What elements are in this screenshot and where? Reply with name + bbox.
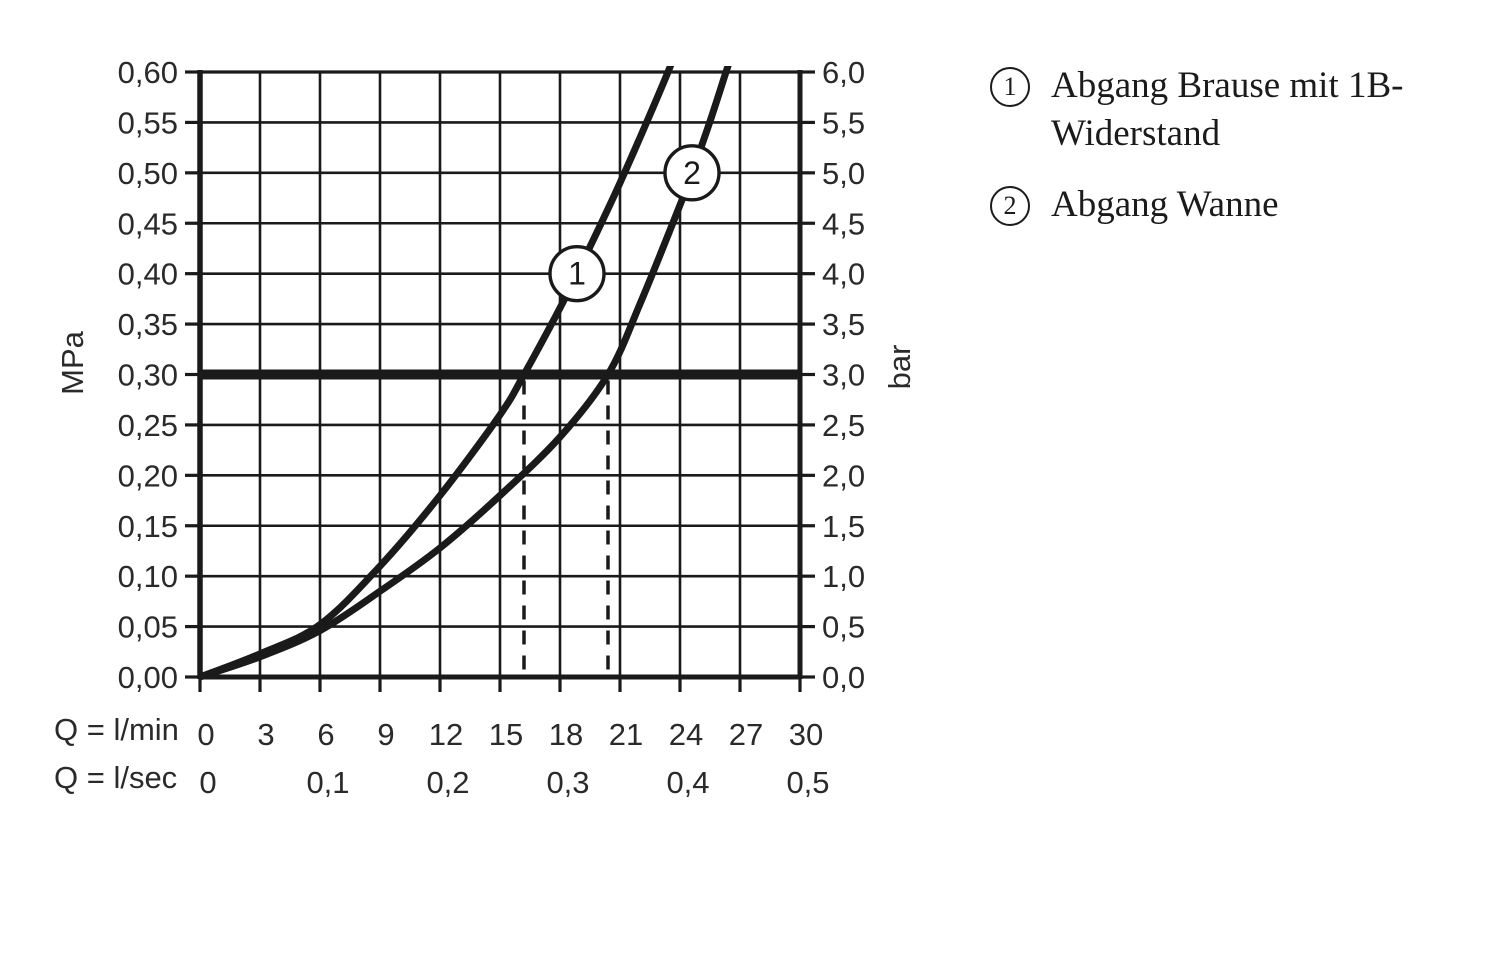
y-left-tick-label: 0,45	[118, 206, 178, 241]
y-left-tick-label: 0,30	[118, 358, 178, 393]
curve-marker-2-icon: 2	[663, 144, 721, 202]
y-right-tick-label: 3,0	[822, 358, 865, 393]
y-left-tick-label: 0,25	[118, 408, 178, 443]
x-lsec-tick-label: 0,2	[426, 765, 469, 800]
y-right-tick-label: 0,0	[822, 660, 865, 695]
y-left-tick-label: 0,15	[118, 509, 178, 544]
curve-marker-circle	[663, 144, 721, 202]
x-lmin-tick-label: 15	[489, 717, 523, 752]
y-axis-left-title: MPa	[55, 331, 90, 395]
x-lmin-tick-label: 6	[317, 717, 334, 752]
y-left-tick-label: 0,50	[118, 156, 178, 191]
y-right-tick-label: 5,0	[822, 156, 865, 191]
x-lmin-tick-label: 18	[549, 717, 583, 752]
chart-legend: 1 Abgang Brause mit 1B-Widerstand 2 Abga…	[990, 62, 1481, 252]
y-right-tick-label: 6,0	[822, 55, 865, 90]
x-lmin-tick-label: 21	[609, 717, 643, 752]
x-lmin-tick-label: 27	[729, 717, 763, 752]
legend-label-2: Abgang Wanne	[1051, 184, 1279, 226]
y-left-tick-label: 0,05	[118, 610, 178, 645]
y-left-tick-label: 0,60	[118, 55, 178, 90]
legend-label-1: Abgang Brause mit 1B-Widerstand	[1051, 65, 1404, 155]
x-lmin-tick-label: 12	[429, 717, 463, 752]
x-lsec-tick-label: 0,3	[546, 765, 589, 800]
y-right-tick-label: 1,5	[822, 509, 865, 544]
x-lsec-tick-label: 0,4	[666, 765, 709, 800]
curve-marker-1-icon: 1	[548, 244, 606, 303]
y-axis-right-title: bar	[882, 344, 917, 390]
curve-marker-circle	[548, 244, 606, 303]
x-lsec-tick-label: 0,5	[786, 765, 829, 800]
y-right-tick-label: 4,0	[822, 257, 865, 292]
curve-marker-number: 2	[683, 155, 701, 191]
x-lmin-tick-label: 9	[377, 717, 394, 752]
y-right-tick-label: 2,0	[822, 458, 865, 493]
y-right-tick-label: 3,5	[822, 307, 865, 342]
legend-item-1: 1 Abgang Brause mit 1B-Widerstand	[990, 62, 1481, 158]
y-left-tick-label: 0,10	[118, 559, 178, 594]
y-right-tick-label: 1,0	[822, 559, 865, 594]
x-lsec-tick-label: 0	[199, 765, 216, 800]
y-right-tick-label: 4,5	[822, 206, 865, 241]
legend-marker-2-icon: 2	[990, 186, 1030, 227]
legend-marker-1-icon: 1	[990, 67, 1030, 107]
y-right-tick-label: 0,5	[822, 610, 865, 645]
axis-ticks	[185, 70, 815, 692]
x-axis-lmin-title: Q = l/min	[54, 712, 179, 747]
curve-marker-number: 1	[568, 256, 586, 292]
x-lmin-tick-label: 30	[789, 717, 823, 752]
legend-item-2: 2 Abgang Wanne	[990, 181, 1481, 229]
curve-2	[198, 66, 732, 681]
curves	[198, 66, 732, 681]
y-left-tick-label: 0,35	[118, 307, 178, 342]
y-left-tick-label: 0,40	[118, 257, 178, 292]
x-lmin-tick-label: 24	[669, 717, 703, 752]
y-left-tick-label: 0,20	[118, 458, 178, 493]
x-axis-lsec-title: Q = l/sec	[54, 760, 178, 795]
y-left-tick-label: 0,55	[118, 105, 178, 140]
curve-1	[198, 66, 675, 681]
y-right-tick-label: 5,5	[822, 105, 865, 140]
x-lmin-tick-label: 3	[257, 717, 274, 752]
y-left-tick-label: 0,00	[118, 660, 178, 695]
x-lmin-tick-label: 0	[197, 717, 214, 752]
tick-labels: 0,600,550,500,450,400,350,300,250,200,15…	[118, 55, 865, 800]
y-right-tick-label: 2,5	[822, 408, 865, 443]
x-lsec-tick-label: 0,1	[306, 765, 349, 800]
